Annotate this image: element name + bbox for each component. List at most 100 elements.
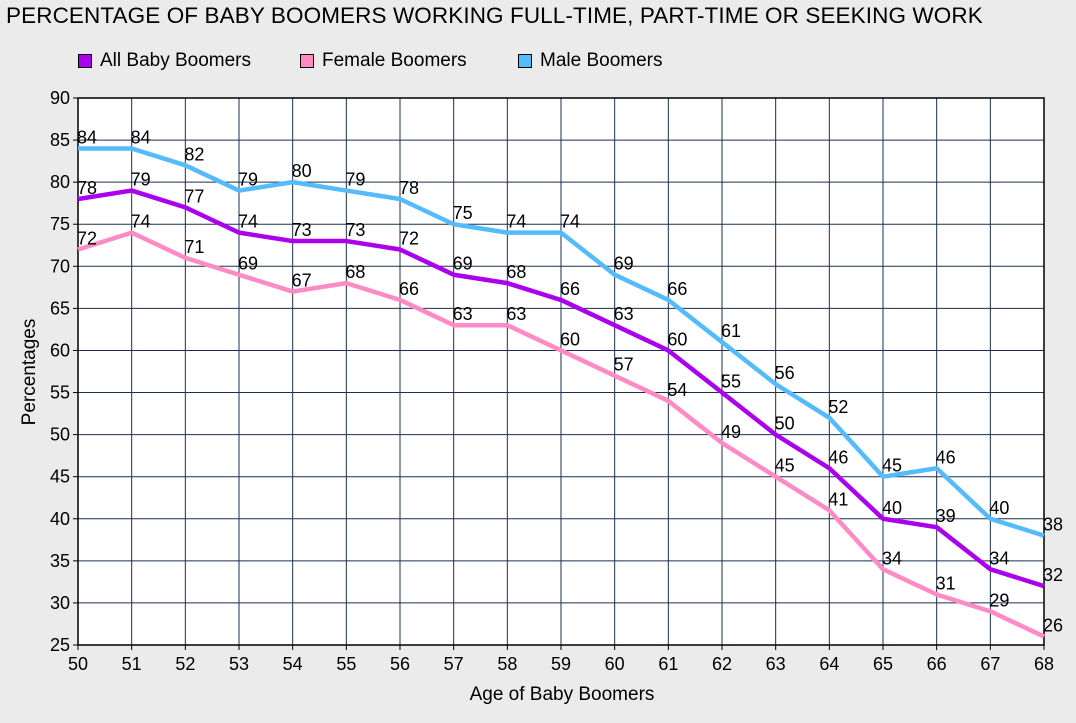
data-label: 78: [77, 178, 97, 198]
data-label: 54: [667, 380, 687, 400]
x-tick-label: 57: [444, 654, 464, 674]
data-label: 60: [667, 329, 687, 349]
y-tick-label: 25: [50, 635, 70, 655]
data-label: 34: [989, 548, 1009, 568]
x-tick-label: 64: [819, 654, 839, 674]
data-label: 69: [614, 254, 634, 274]
x-tick-label: 59: [551, 654, 571, 674]
x-tick-label: 55: [336, 654, 356, 674]
legend-swatch: [300, 54, 314, 68]
data-label: 74: [238, 212, 258, 232]
data-label: 52: [828, 397, 848, 417]
x-tick-label: 58: [497, 654, 517, 674]
data-label: 78: [399, 178, 419, 198]
y-axis-title: Percentages: [19, 319, 40, 426]
data-label: 63: [614, 304, 634, 324]
legend-item: Male Boomers: [518, 50, 663, 72]
data-label: 73: [345, 220, 365, 240]
data-label: 74: [560, 212, 580, 232]
series-line-all-baby-boomers: [77, 188, 1045, 589]
data-label: 73: [292, 220, 312, 240]
data-label: 67: [292, 271, 312, 291]
legend-label: Female Boomers: [322, 50, 467, 71]
data-label: 45: [882, 456, 902, 476]
x-tick-label: 66: [927, 654, 947, 674]
x-axis-title: Age of Baby Boomers: [470, 684, 655, 705]
x-tick-label: 52: [175, 654, 195, 674]
data-label: 39: [936, 506, 956, 526]
x-tick-label: 53: [229, 654, 249, 674]
data-label: 60: [560, 329, 580, 349]
chart-title: PERCENTAGE OF BABY BOOMERS WORKING FULL-…: [6, 3, 983, 28]
data-label: 77: [184, 186, 204, 206]
y-tick-label: 30: [50, 593, 70, 613]
y-tick-label: 80: [50, 172, 70, 192]
data-label: 79: [131, 170, 151, 190]
data-label: 46: [936, 447, 956, 467]
data-label: 34: [882, 548, 902, 568]
x-tick-label: 51: [122, 654, 142, 674]
x-tick-label: 62: [712, 654, 732, 674]
x-tick-label: 63: [766, 654, 786, 674]
data-label: 72: [77, 228, 97, 248]
data-label: 74: [506, 212, 526, 232]
data-label: 55: [721, 372, 741, 392]
series-line-male-boomers: [78, 146, 1045, 538]
series-layer: [77, 146, 1045, 639]
legend-item: All Baby Boomers: [78, 50, 251, 72]
x-tick-label: 68: [1034, 654, 1054, 674]
data-label-layer: 78 79 77 74 73 73 72 69 68 66 63 60 55 50 46 40 39 34 32 72…: [77, 127, 1063, 635]
data-label: 72: [399, 228, 419, 248]
data-label: 80: [292, 161, 312, 181]
data-label: 29: [989, 590, 1009, 610]
legend-swatch: [518, 54, 532, 68]
data-label: 40: [882, 498, 902, 518]
data-label: 74: [131, 212, 151, 232]
data-label: 84: [77, 127, 97, 147]
x-tick-label: 67: [980, 654, 1000, 674]
legend-label: All Baby Boomers: [100, 50, 252, 71]
data-label: 49: [721, 422, 741, 442]
y-tick-label: 90: [50, 88, 70, 108]
data-label: 79: [238, 170, 258, 190]
legend-label: Male Boomers: [540, 50, 663, 71]
data-label: 32: [1043, 565, 1063, 585]
y-tick-label: 35: [50, 551, 70, 571]
y-tick-label: 70: [50, 256, 70, 276]
x-tick-label: 61: [658, 654, 678, 674]
data-label: 45: [775, 456, 795, 476]
data-label: 56: [775, 363, 795, 383]
data-label: 63: [506, 304, 526, 324]
data-label: 82: [184, 144, 204, 164]
data-label: 63: [453, 304, 473, 324]
x-tick-label: 60: [605, 654, 625, 674]
legend-item: Female Boomers: [300, 50, 467, 72]
y-tick-label: 65: [50, 298, 70, 318]
data-label: 50: [775, 414, 795, 434]
data-label: 68: [345, 262, 365, 282]
data-label: 26: [1043, 616, 1063, 636]
series-line-female-boomers: [77, 230, 1045, 639]
data-label: 79: [345, 170, 365, 190]
data-label: 75: [453, 203, 473, 223]
y-tick-label: 60: [50, 340, 70, 360]
data-label: 71: [184, 237, 204, 257]
data-label: 61: [721, 321, 741, 341]
y-tick-label: 75: [50, 214, 70, 234]
y-tick-label: 40: [50, 509, 70, 529]
y-tick-label: 55: [50, 383, 70, 403]
data-label: 40: [989, 498, 1009, 518]
data-label: 41: [828, 489, 848, 509]
y-tick-label: 45: [50, 467, 70, 487]
x-tick-label: 56: [390, 654, 410, 674]
data-label: 38: [1043, 515, 1063, 535]
plot-area: [77, 97, 1045, 646]
x-tick-label: 50: [68, 654, 88, 674]
data-label: 46: [828, 447, 848, 467]
data-label: 66: [667, 279, 687, 299]
data-label: 66: [560, 279, 580, 299]
data-label: 69: [238, 254, 258, 274]
data-label: 31: [936, 574, 956, 594]
data-label: 84: [131, 127, 151, 147]
x-tick-label: 54: [283, 654, 303, 674]
